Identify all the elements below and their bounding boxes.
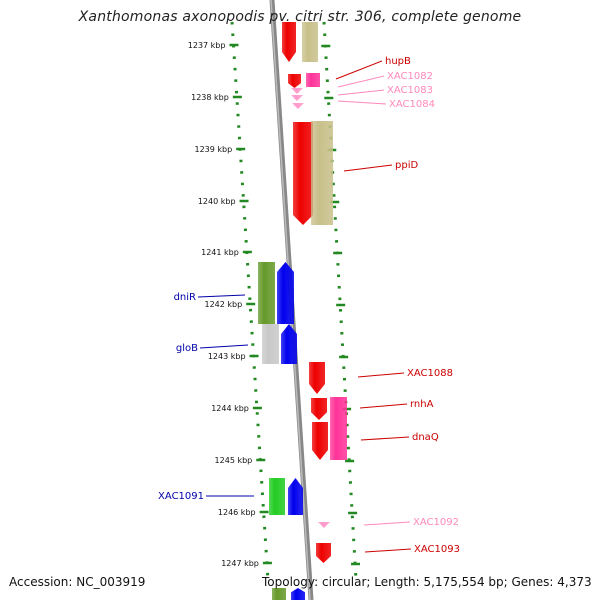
- leader-line-ppiD: [343, 164, 393, 172]
- gene-XAC1092-shape: [318, 522, 330, 528]
- gene-XAC1083-shape: [291, 88, 303, 94]
- leader-line-XAC1093: [364, 548, 412, 553]
- gene-label-XAC1084: XAC1084: [389, 99, 435, 110]
- gene-XAC1091-shape: [288, 478, 303, 515]
- gene-label-rnhA: rnhA: [410, 399, 434, 410]
- gene-XAC1084-shape: [292, 103, 304, 109]
- gene-XAC1093-shape: [316, 543, 331, 563]
- gene-hupB-shape: [288, 74, 301, 88]
- leader-line-rnhA: [359, 403, 408, 409]
- accession-text: Accession: NC_003919: [9, 575, 146, 589]
- gene-gloB-shape: [281, 324, 297, 364]
- tick-label: 1243 kbp: [208, 352, 246, 361]
- gene-XAC1088-shape: [309, 362, 325, 394]
- tick-label: 1242 kbp: [204, 300, 242, 309]
- map-title: Xanthomonas axonopodis pv. citri str. 30…: [78, 9, 522, 25]
- gene-label-XAC1091: XAC1091: [158, 491, 204, 502]
- tick-label: 1241 kbp: [201, 248, 239, 257]
- leader-line-dnaQ: [360, 436, 410, 441]
- leader-line-gloB: [199, 344, 249, 349]
- gene-pink-dnaQ-shape: [330, 397, 347, 460]
- tick-label: 1240 kbp: [198, 197, 236, 206]
- gene-label-XAC1093: XAC1093: [414, 544, 460, 555]
- gene-ppiD-shape: [293, 122, 313, 225]
- gene-label-XAC1082: XAC1082: [387, 71, 433, 82]
- gene-label-dnaQ: dnaQ: [412, 432, 439, 443]
- gene-dnaQ-shape: [312, 422, 328, 460]
- tick-label: 1247 kbp: [221, 559, 259, 568]
- gene-green-XAC1091-shape: [269, 478, 285, 515]
- leader-line-hupB: [335, 60, 383, 80]
- tick-label: 1239 kbp: [194, 145, 232, 154]
- leader-line-XAC1082: [337, 75, 385, 88]
- leader-line-XAC1088: [357, 372, 405, 378]
- leader-line-XAC1083: [337, 89, 385, 96]
- tick-label: 1246 kbp: [218, 508, 256, 517]
- gene-hupB-upstream-shape: [282, 22, 296, 62]
- gene-green-bottom-shape: [272, 588, 286, 600]
- tick-label: 1245 kbp: [215, 456, 253, 465]
- gene-green-dniR-shape: [258, 262, 275, 324]
- leader-line-XAC1092: [363, 521, 411, 526]
- gene-label-XAC1088: XAC1088: [407, 368, 453, 379]
- gene-label-dniR: dniR: [174, 292, 196, 303]
- leader-line-dniR: [197, 294, 246, 298]
- gene-label-XAC1083: XAC1083: [387, 85, 433, 96]
- left-track-boundary: [230, 21, 270, 581]
- tick-label: 1244 kbp: [211, 404, 249, 413]
- gene-rnhA-shape: [311, 398, 327, 420]
- gene-dniR-shape: [277, 262, 294, 324]
- leader-line-XAC1084: [337, 100, 387, 105]
- tick-label: 1237 kbp: [188, 41, 226, 50]
- topology-text: Topology: circular; Length: 5,175,554 bp…: [262, 575, 592, 589]
- gene-XAC1082-shape: [306, 73, 320, 87]
- gene-gray-gloB-shape: [262, 324, 279, 364]
- gene-olive-ppiD-shape: [311, 121, 333, 225]
- gene-blue-bottom-shape: [291, 588, 305, 600]
- gene-label-ppiD: ppiD: [395, 160, 418, 171]
- gene-XAC1083b-shape: [291, 95, 303, 101]
- gene-olive-upstream-shape: [302, 22, 318, 62]
- gene-label-gloB: gloB: [176, 343, 198, 354]
- gene-label-XAC1092: XAC1092: [413, 517, 459, 528]
- right-track-boundary: [322, 21, 358, 581]
- tick-label: 1238 kbp: [191, 93, 229, 102]
- gene-label-hupB: hupB: [385, 56, 411, 67]
